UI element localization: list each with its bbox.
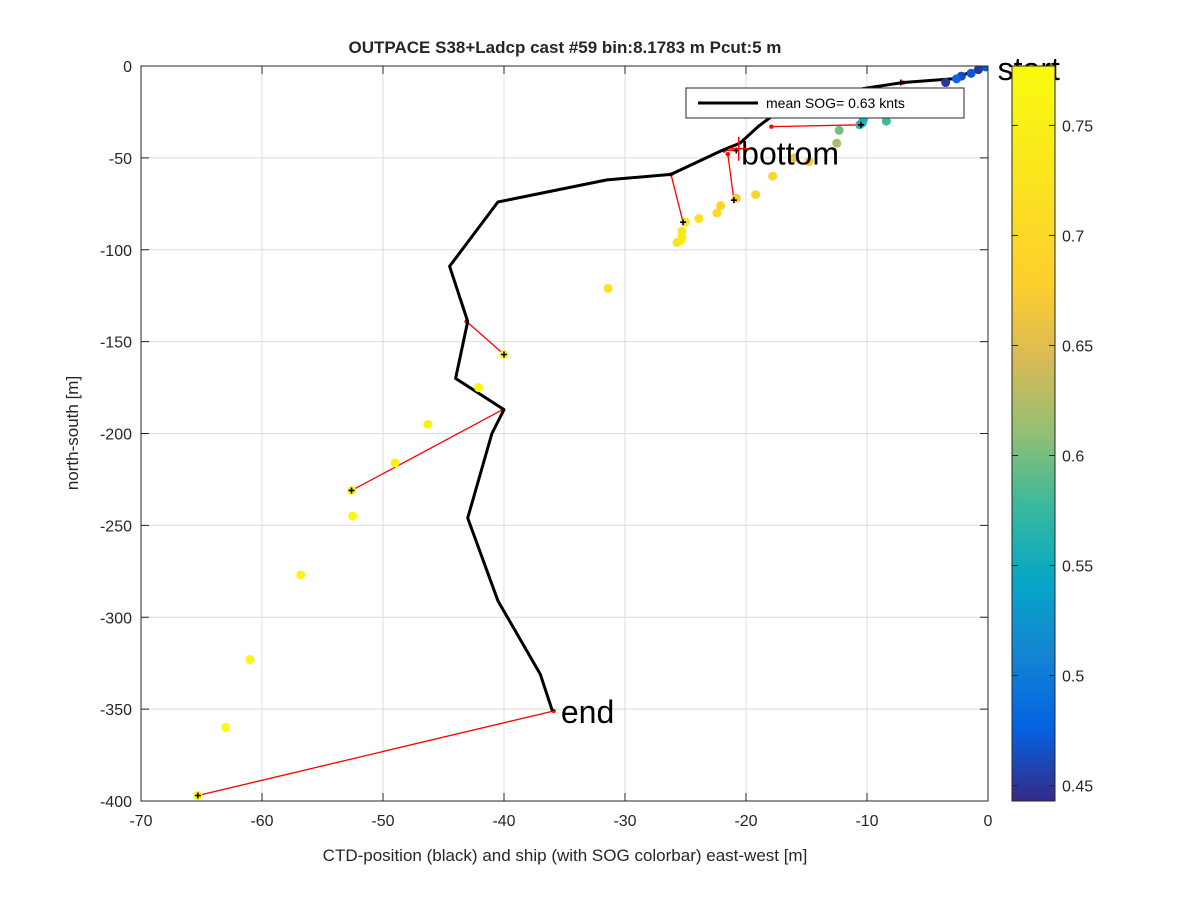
ship-points bbox=[193, 66, 988, 800]
axis-ticks: -70 -60 -50 -40 -30 -20 -10 0-400-350-300-250-2… bbox=[100, 59, 993, 830]
legend: mean SOG= 0.63 knts bbox=[685, 87, 965, 119]
chart-title: OUTPACE S38+Ladcp cast #59 bin:8.1783 m … bbox=[349, 38, 782, 57]
ship-star-marker bbox=[348, 487, 355, 494]
ship-point bbox=[245, 655, 255, 665]
x-tick-label: -20 bbox=[734, 813, 757, 830]
ship-star-marker bbox=[897, 79, 904, 86]
ship-star-marker bbox=[680, 219, 687, 226]
ship-point bbox=[474, 383, 484, 393]
y-tick-label: -150 bbox=[100, 335, 132, 352]
ship-point bbox=[423, 419, 433, 429]
ship-point bbox=[804, 157, 814, 167]
ship-point bbox=[296, 570, 306, 580]
link-line bbox=[670, 174, 684, 223]
y-tick-label: -400 bbox=[100, 794, 132, 811]
y-tick-label: 0 bbox=[123, 59, 132, 76]
colorbar-tick-label: 0.75 bbox=[1062, 118, 1093, 135]
ship-star-marker bbox=[501, 351, 507, 358]
colorbar: 0.45 0.5 0.55 0.6 0.65 0.7 0.75 bbox=[1011, 65, 1093, 802]
y-tick-label: -100 bbox=[100, 243, 132, 260]
x-tick-label: -50 bbox=[371, 813, 394, 830]
ship-point bbox=[981, 66, 988, 72]
ship-point bbox=[881, 116, 891, 126]
ship-point bbox=[716, 201, 726, 211]
y-axis-label: north-south [m] bbox=[63, 376, 82, 490]
ship-point bbox=[832, 138, 842, 148]
ship-point bbox=[973, 66, 983, 75]
legend-entry-label: mean SOG= 0.63 knts bbox=[766, 95, 905, 111]
ship-star-marker bbox=[194, 792, 201, 799]
y-tick-label: -300 bbox=[100, 610, 132, 627]
ship-point bbox=[768, 171, 778, 181]
ship-point bbox=[966, 68, 976, 78]
ship-star-marker bbox=[857, 121, 864, 128]
link-line bbox=[771, 124, 861, 128]
link-ctd-marker bbox=[769, 124, 774, 129]
x-axis-label: CTD-position (black) and ship (with SOG … bbox=[323, 846, 808, 865]
link-line bbox=[351, 409, 504, 492]
y-tick-label: -350 bbox=[100, 702, 132, 719]
link-lines bbox=[197, 80, 906, 797]
y-tick-label: -50 bbox=[109, 151, 132, 168]
link-line bbox=[466, 320, 505, 355]
y-tick-label: -200 bbox=[100, 427, 132, 444]
x-tick-label: 0 bbox=[984, 813, 993, 830]
annotation-end: end bbox=[561, 694, 614, 730]
ship-point bbox=[348, 511, 358, 521]
ship-point bbox=[952, 74, 962, 84]
ship-star-marker bbox=[730, 197, 737, 204]
ship-point bbox=[603, 283, 613, 293]
colorbar-tick-label: 0.65 bbox=[1062, 338, 1093, 355]
annotation-bottom: bottom bbox=[741, 135, 839, 171]
ship-point bbox=[694, 214, 704, 224]
colorbar-tick-label: 0.45 bbox=[1062, 779, 1093, 796]
ship-point bbox=[789, 153, 799, 163]
ship-point bbox=[712, 208, 722, 218]
ship-point bbox=[834, 125, 844, 135]
grid-lines bbox=[141, 66, 988, 801]
link-line bbox=[727, 154, 735, 201]
ship-point bbox=[390, 458, 400, 468]
link-ctd-marker bbox=[725, 152, 731, 157]
colorbar-tick-label: 0.6 bbox=[1062, 449, 1084, 466]
colorbar-gradient bbox=[1011, 65, 1056, 802]
link-line bbox=[197, 710, 554, 797]
ship-point bbox=[751, 190, 761, 200]
ship-point bbox=[941, 78, 951, 88]
colorbar-tick-label: 0.5 bbox=[1062, 669, 1084, 686]
x-tick-label: -30 bbox=[613, 813, 636, 830]
ship-point bbox=[857, 118, 867, 128]
y-tick-label: -250 bbox=[100, 518, 132, 535]
x-tick-label: -10 bbox=[855, 813, 878, 830]
colorbar-ticks: 0.45 0.5 0.55 0.6 0.65 0.7 0.75 bbox=[1012, 118, 1093, 796]
colorbar-tick-label: 0.7 bbox=[1062, 228, 1084, 245]
x-tick-label: -40 bbox=[492, 813, 515, 830]
bottom-cross-marker bbox=[728, 136, 749, 161]
x-tick-label: -60 bbox=[250, 813, 273, 830]
ship-point bbox=[672, 237, 682, 247]
ship-point bbox=[221, 723, 231, 732]
colorbar-tick-label: 0.55 bbox=[1062, 559, 1093, 576]
x-tick-label: -70 bbox=[129, 813, 152, 830]
